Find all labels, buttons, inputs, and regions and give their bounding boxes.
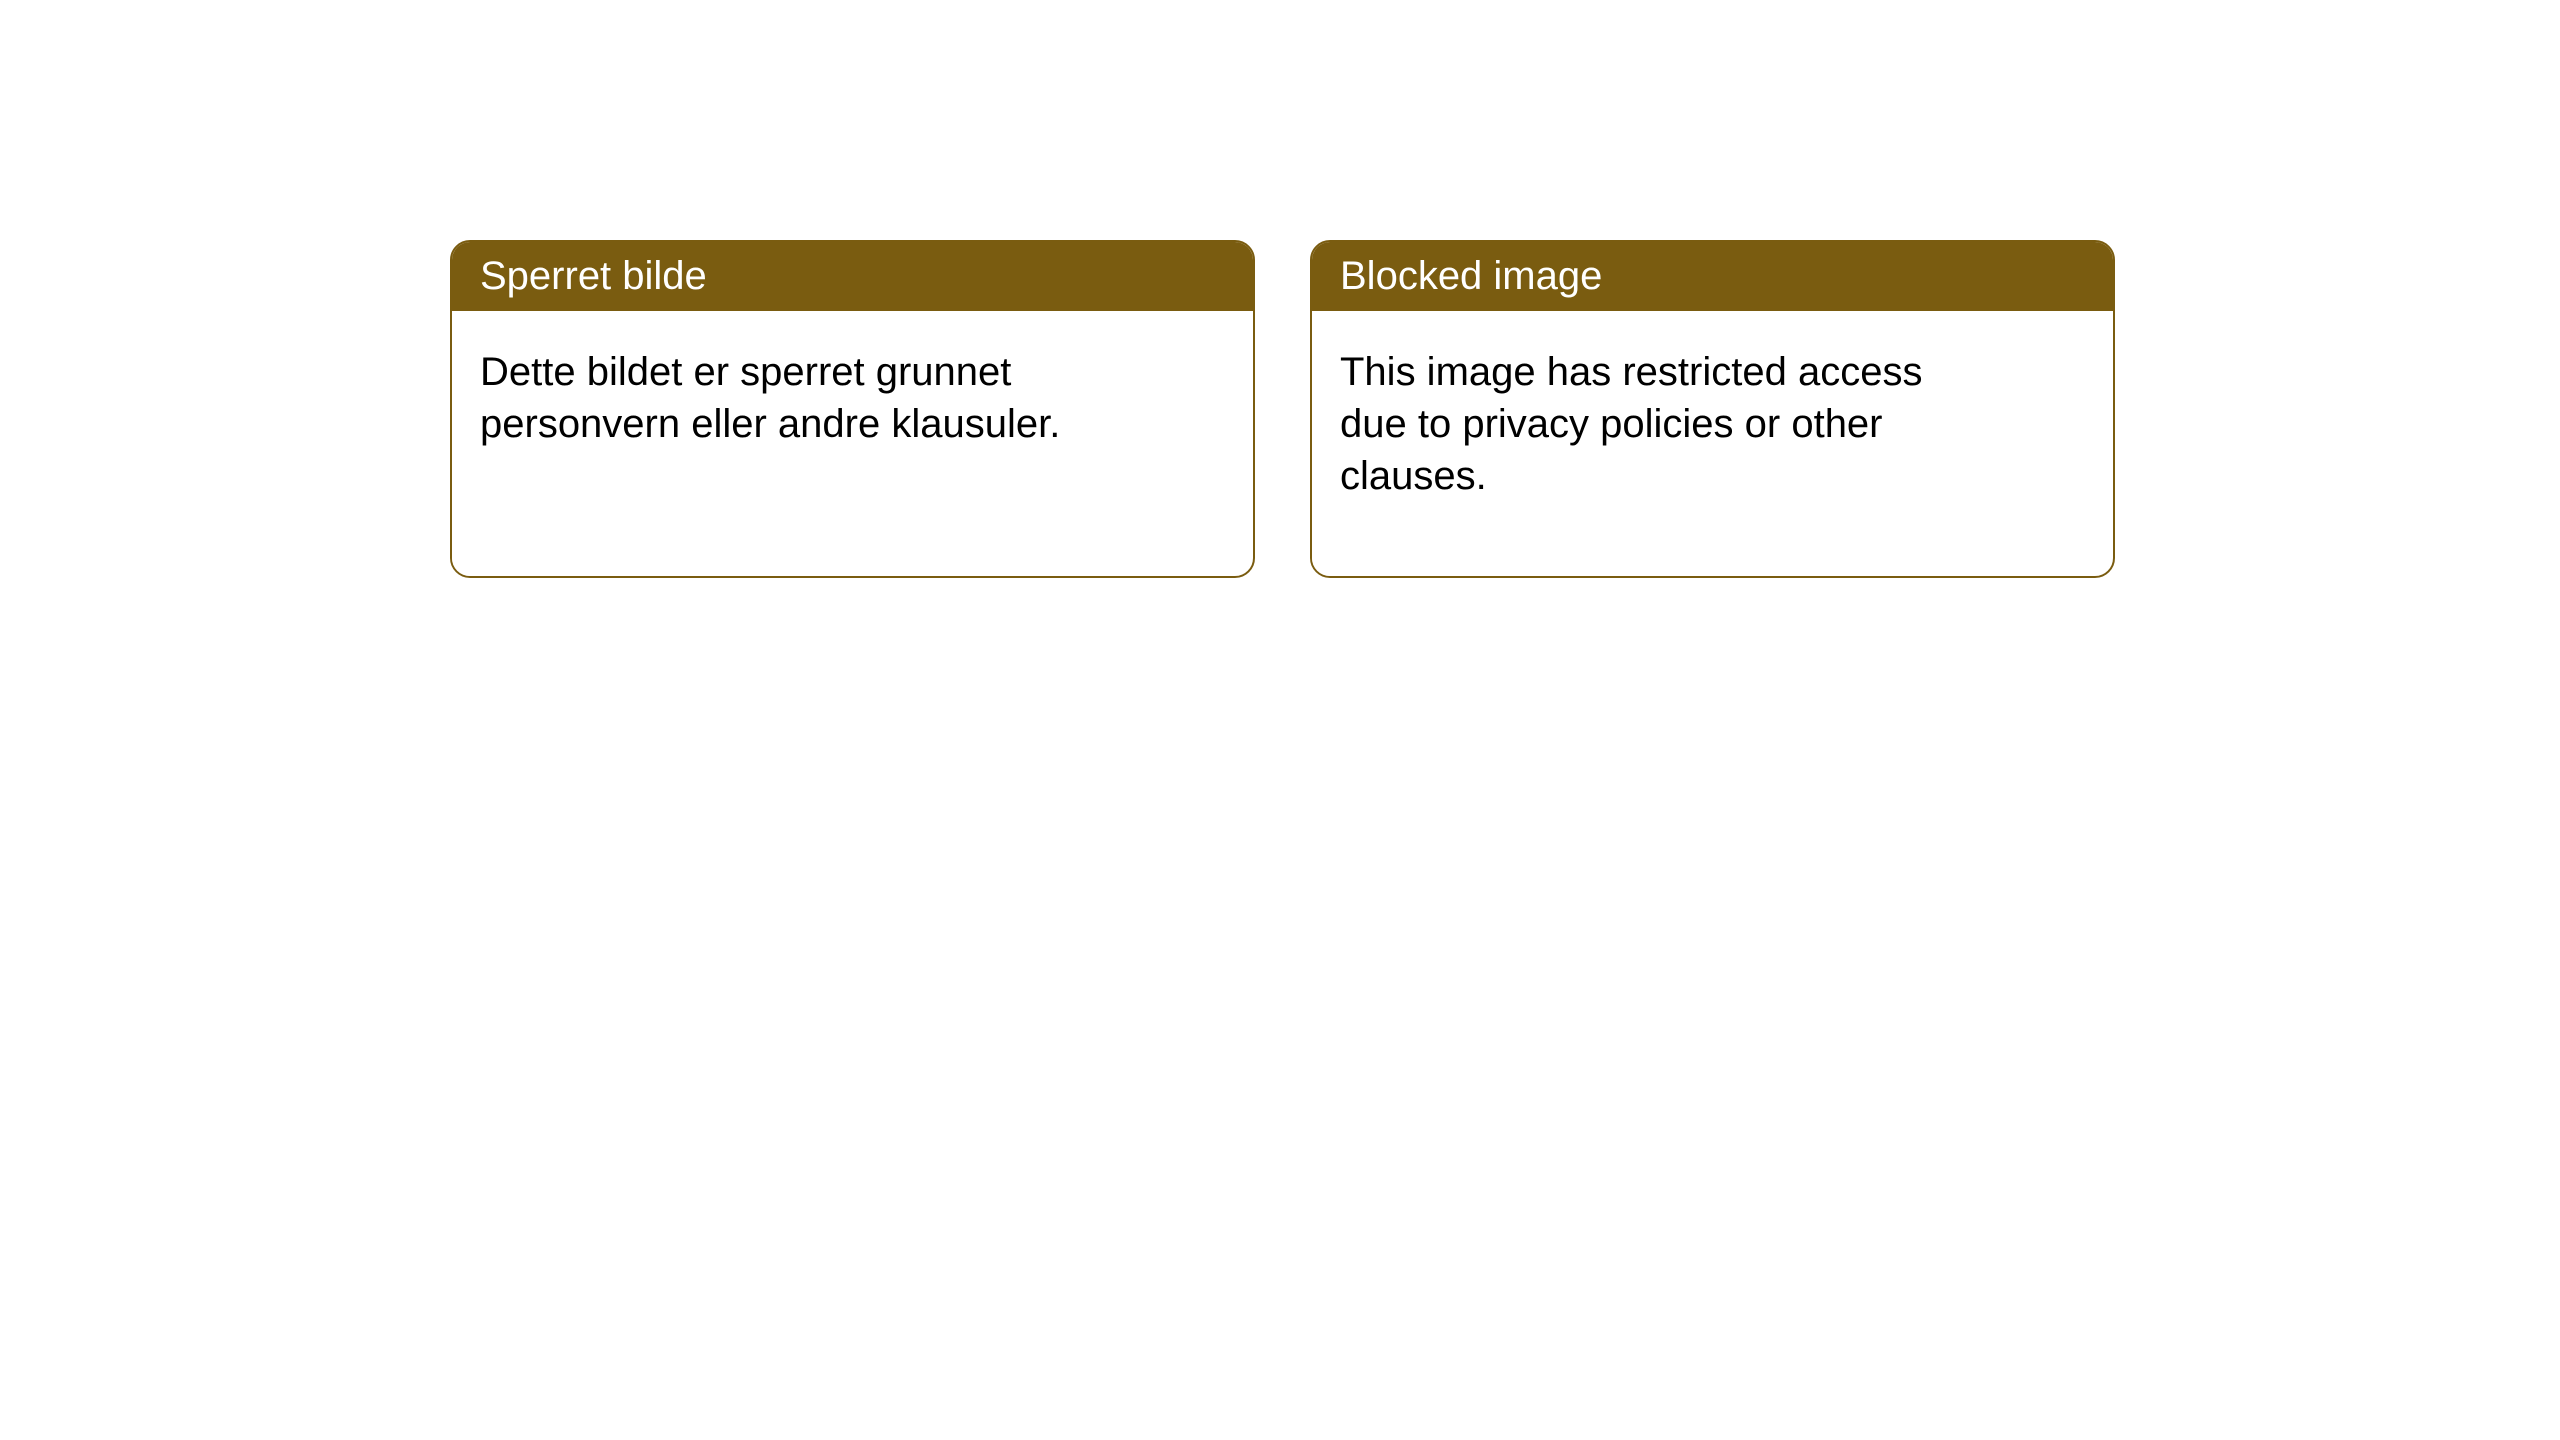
notice-title-english: Blocked image <box>1312 242 2113 311</box>
notice-card-norwegian: Sperret bilde Dette bildet er sperret gr… <box>450 240 1255 578</box>
notice-container: Sperret bilde Dette bildet er sperret gr… <box>0 0 2560 578</box>
notice-body-norwegian: Dette bildet er sperret grunnet personve… <box>452 311 1152 576</box>
notice-title-norwegian: Sperret bilde <box>452 242 1253 311</box>
notice-card-english: Blocked image This image has restricted … <box>1310 240 2115 578</box>
notice-body-english: This image has restricted access due to … <box>1312 311 2012 576</box>
